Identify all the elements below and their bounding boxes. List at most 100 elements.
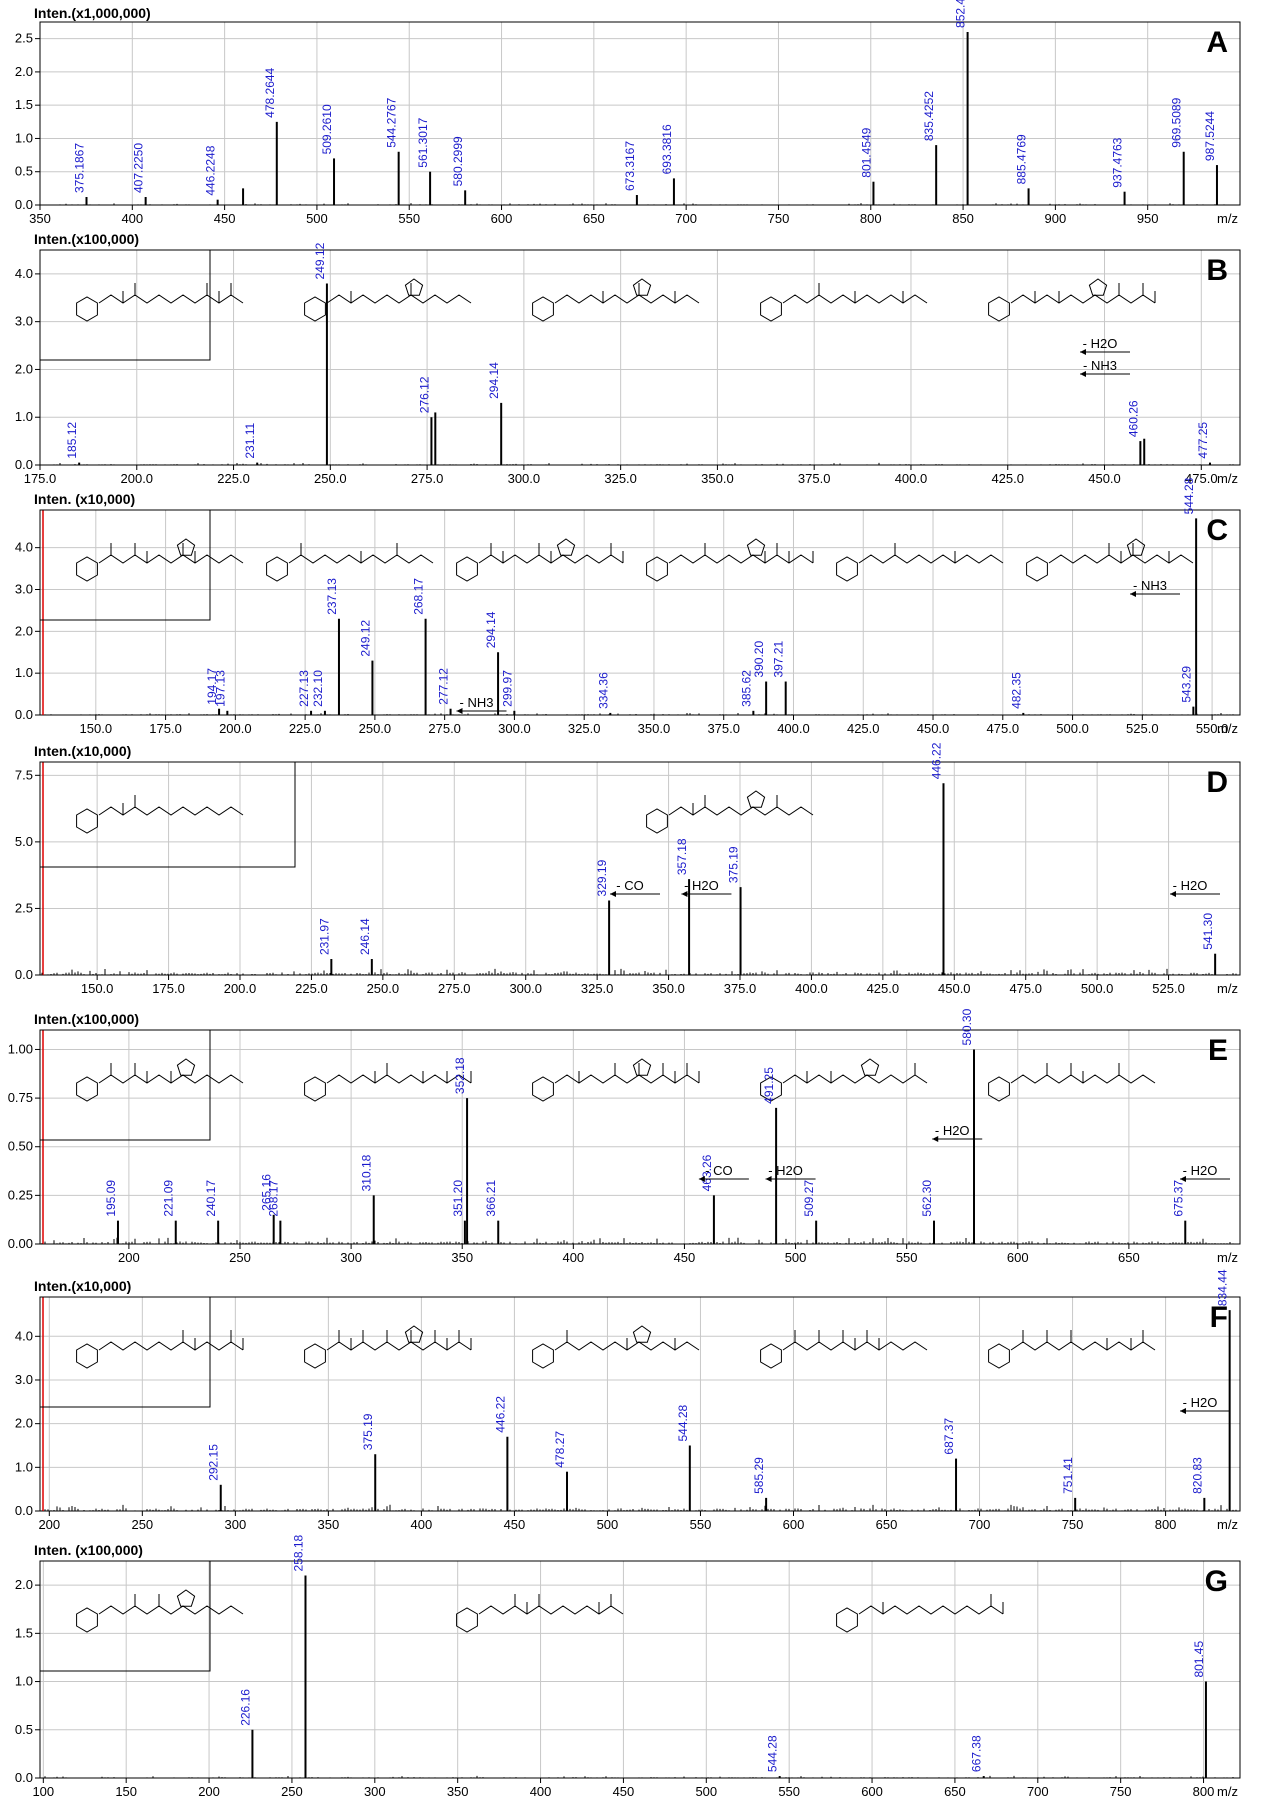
backbone-chain [98,1341,244,1351]
x-tick-label: 325.0 [604,471,637,486]
x-tick-label: 550 [896,1250,918,1265]
phenyl-ring [988,1076,1010,1102]
y-tick-label: 2.0 [15,623,33,638]
peak-label: 667.38 [970,1735,984,1772]
x-tick-label: 450 [504,1517,526,1532]
peak-label: 185.12 [65,422,79,459]
phenyl-ring [456,1607,478,1633]
backbone-chain [782,1341,928,1351]
peak-label: 544.2767 [385,97,399,147]
peak-label: 478.2644 [263,67,277,117]
x-tick-label: 450.0 [1088,471,1121,486]
x-tick-label: 950 [1137,211,1159,226]
neutral-loss-label: - H2O [1183,1163,1218,1178]
y-tick-label: 0.5 [15,1722,33,1737]
oxazolone-ring [860,1058,880,1076]
y-tick-label: 2.0 [15,64,33,79]
neutral-loss-label: - CO [705,1163,732,1178]
peak-label: 329.19 [595,859,609,896]
y-tick-label: 1.5 [15,1625,33,1640]
x-tick-label: 100 [32,1784,54,1799]
peak-label: 276.12 [417,376,431,413]
peak-label: 268.17 [412,578,426,615]
oxazolone-ring [176,1058,196,1076]
oxazolone-ring [404,278,424,296]
structure-sketch [76,795,244,834]
precursor-structure-box [39,761,296,868]
phenyl-ring [532,296,554,322]
structure-sketch [304,1063,472,1102]
y-tick-label: 0.50 [8,1139,33,1154]
x-tick-label: 400 [121,211,143,226]
x-tick-label: 475.0 [1185,471,1218,486]
intensity-scale-label: Inten.(x1,000,000) [34,5,151,21]
arrow-head [765,1176,772,1182]
x-tick-label: 800 [1193,1784,1215,1799]
phenyl-ring [304,1343,326,1369]
peak-label: 258.18 [291,1534,305,1571]
x-tick-label: 175.0 [149,721,182,736]
intensity-scale-label: Inten.(x100,000) [34,1011,139,1027]
y-tick-label: 5.0 [15,834,33,849]
peak-label: 835.4252 [922,91,936,141]
x-tick-label: 175.0 [152,981,185,996]
peak-label: 375.19 [361,1413,375,1450]
peak-label: 294.14 [487,362,501,399]
phenyl-ring [76,556,98,582]
intensity-scale-label: Inten.(x10,000) [34,1278,131,1294]
peak-label: 541.30 [1201,913,1215,950]
x-tick-label: 800 [1155,1517,1177,1532]
precursor-structure-box [39,509,211,621]
x-tick-label: 350.0 [652,981,685,996]
plot-frame [39,1560,1241,1779]
x-tick-label: 275.0 [411,471,444,486]
phenyl-ring [304,1076,326,1102]
baseline-noise [41,968,1237,975]
peak-label: 585.29 [752,1457,766,1494]
neutral-loss-label: - NH3 [1083,358,1117,373]
x-tick-label: 500.0 [1056,721,1089,736]
x-tick-label: 650 [583,211,605,226]
arrow-head [1180,1408,1186,1414]
y-tick-label: 0.0 [15,197,33,212]
backbone-chain [1010,294,1156,304]
backbone-chain [782,1074,928,1084]
structure-sketch [760,1058,928,1102]
peak-label: 366.21 [484,1180,498,1217]
backbone-chain [858,554,1004,564]
x-tick-label: 300 [364,1784,386,1799]
arrow-head [1180,1176,1186,1182]
phenyl-ring [76,1076,98,1102]
structure-sketch [988,278,1156,322]
y-tick-label: 3.0 [15,314,33,329]
peak-label: 820.83 [1190,1457,1204,1494]
y-tick-label: 2.0 [15,361,33,376]
x-tick-label: 250.0 [314,471,347,486]
arrow-head [1080,349,1086,355]
x-tick-label: 400.0 [777,721,810,736]
phenyl-ring [988,1343,1010,1369]
neutral-loss-label: - H2O [684,878,719,893]
x-axis-label: m/z [1217,1250,1238,1265]
x-tick-label: 900 [1045,211,1067,226]
x-tick-label: 400 [411,1517,433,1532]
plot-frame [39,761,1241,976]
x-tick-label: 150.0 [81,981,114,996]
x-tick-label: 700 [1027,1784,1049,1799]
peak-label: 246.14 [358,918,372,955]
x-tick-label: 275.0 [428,721,461,736]
peak-label: 249.12 [313,242,327,279]
panel-letter: F [1210,1301,1228,1334]
y-tick-label: 0.0 [15,1770,33,1785]
backbone-chain [554,1074,700,1084]
plot-frame [39,249,1241,466]
peak-label: 675.37 [1171,1180,1185,1217]
x-tick-label: 350.0 [701,471,734,486]
backbone-chain [554,294,700,304]
x-tick-label: 250.0 [367,981,400,996]
panel-g: Inten. (x100,000) 100 150 200 250 300 350 400 45… [15,1534,1241,1799]
phenyl-ring [532,1076,554,1102]
x-tick-label: 250 [131,1517,153,1532]
precursor-structure-box [39,1029,211,1141]
structure-sketch [76,1058,244,1102]
